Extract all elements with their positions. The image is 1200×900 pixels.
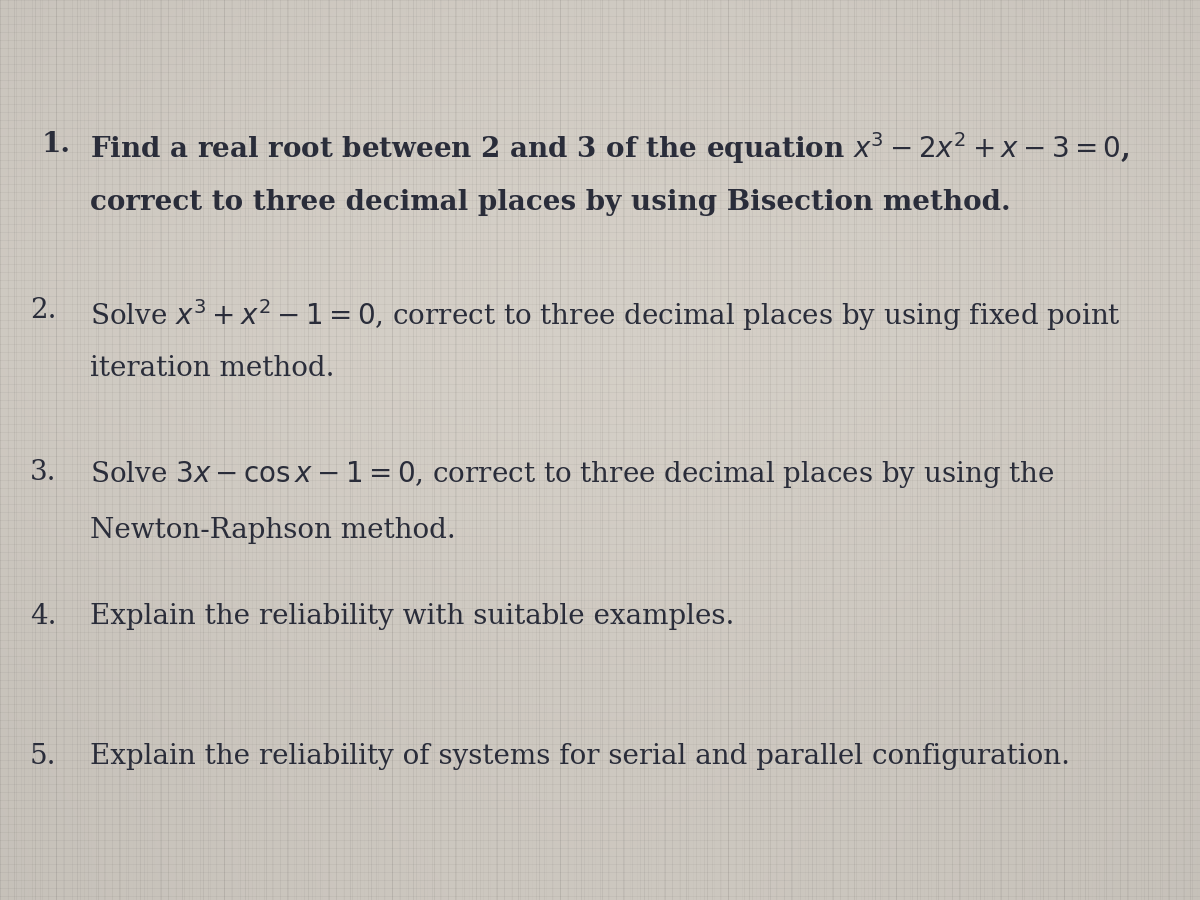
Text: Find a real root between 2 and 3 of the equation $x^3 - 2x^2 + x - 3 = 0$,: Find a real root between 2 and 3 of the … xyxy=(90,130,1129,166)
Text: Explain the reliability with suitable examples.: Explain the reliability with suitable ex… xyxy=(90,603,734,630)
Text: 4.: 4. xyxy=(30,603,56,630)
Text: 2.: 2. xyxy=(30,297,56,324)
Text: Solve $x^3 + x^2 - 1 = 0$, correct to three decimal places by using fixed point: Solve $x^3 + x^2 - 1 = 0$, correct to th… xyxy=(90,297,1121,333)
Text: Explain the reliability of systems for serial and parallel configuration.: Explain the reliability of systems for s… xyxy=(90,742,1070,770)
Text: 1.: 1. xyxy=(42,130,71,158)
Text: Solve $3x - \cos x - 1 = 0$, correct to three decimal places by using the: Solve $3x - \cos x - 1 = 0$, correct to … xyxy=(90,459,1055,490)
Text: Newton-Raphson method.: Newton-Raphson method. xyxy=(90,518,456,544)
Text: 5.: 5. xyxy=(30,742,56,770)
Text: 3.: 3. xyxy=(30,459,56,486)
Text: iteration method.: iteration method. xyxy=(90,356,335,382)
Text: correct to three decimal places by using Bisection method.: correct to three decimal places by using… xyxy=(90,189,1010,216)
